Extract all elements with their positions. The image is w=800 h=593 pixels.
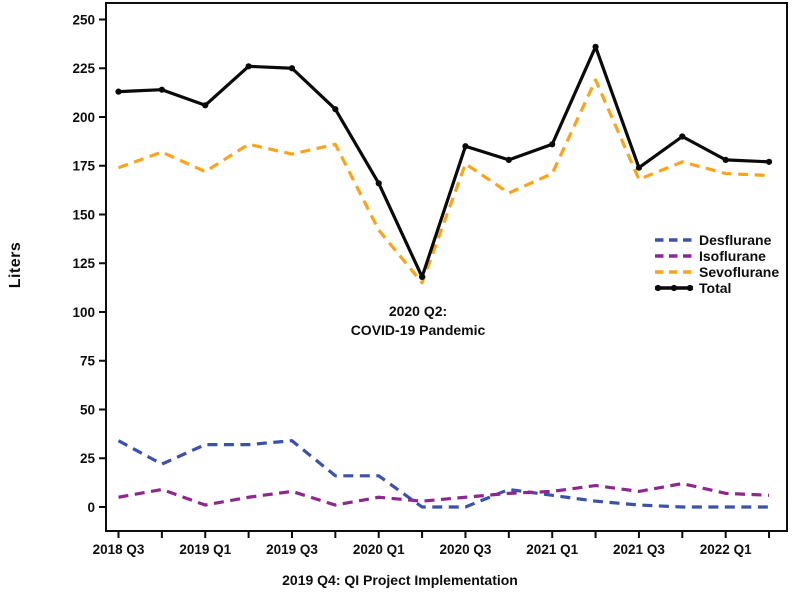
legend-label: Total — [699, 280, 732, 296]
data-point-marker — [418, 273, 426, 280]
data-point-marker — [549, 141, 556, 148]
y-tick-label: 175 — [72, 159, 95, 174]
data-point-marker — [462, 143, 469, 150]
data-point-marker — [245, 63, 252, 70]
legend-item-total: Total — [654, 280, 779, 296]
y-tick-label: 250 — [72, 12, 95, 27]
x-tick-label: 2022 Q1 — [700, 542, 752, 557]
y-tick-label: 100 — [72, 305, 95, 320]
data-point-marker — [635, 164, 643, 171]
legend-marker — [686, 284, 694, 292]
legend-marker — [654, 284, 662, 292]
x-tick-label: 2020 Q3 — [440, 542, 492, 557]
legend-swatch-sevoflurane — [655, 270, 693, 274]
data-point-marker — [158, 86, 165, 93]
annotation-line-2: COVID-19 Pandemic — [350, 322, 486, 338]
legend-swatch-total — [654, 284, 694, 292]
data-point-marker — [288, 65, 296, 72]
legend-label: Sevoflurane — [699, 264, 780, 280]
legend: Desflurane Isoflurane Sevoflurane Total — [654, 232, 779, 296]
x-tick-label: 2019 Q1 — [179, 542, 231, 557]
x-tick-label: 2018 Q3 — [93, 542, 145, 557]
data-point-marker — [332, 106, 339, 113]
annotation-line-1: 2020 Q2: — [388, 303, 448, 319]
data-point-marker — [679, 133, 686, 140]
plot-frame — [105, 2, 788, 532]
legend-swatch-desflurane — [655, 238, 693, 242]
x-axis-title: 2019 Q4: QI Project Implementation — [282, 572, 518, 588]
data-point-marker — [202, 102, 209, 109]
series-line-isoflurane — [118, 482, 770, 507]
legend-swatch-isoflurane — [655, 254, 693, 258]
y-tick-label: 50 — [80, 402, 95, 417]
y-tick-label: 25 — [80, 451, 96, 466]
x-tick-label: 2019 Q3 — [266, 542, 318, 557]
y-tick-label: 75 — [80, 354, 96, 369]
y-tick-label: 0 — [87, 500, 95, 515]
data-point-marker — [375, 180, 382, 187]
x-tick-label: 2020 Q1 — [353, 542, 405, 557]
y-tick-label: 200 — [72, 110, 95, 125]
x-tick-label: 2021 Q3 — [613, 542, 665, 557]
legend-item-desflurane: Desflurane — [654, 232, 779, 248]
y-axis-title: Liters — [7, 241, 24, 289]
legend-item-isoflurane: Isoflurane — [654, 248, 779, 264]
series-line-total — [118, 45, 770, 279]
y-tick-label: 125 — [72, 256, 95, 271]
y-tick-label: 225 — [72, 61, 95, 76]
data-point-marker — [505, 156, 512, 163]
data-point-marker — [115, 88, 122, 95]
y-tick-label: 150 — [72, 207, 95, 222]
data-point-marker — [722, 156, 729, 163]
legend-item-sevoflurane: Sevoflurane — [654, 264, 779, 280]
series-line-sevoflurane — [117, 78, 770, 285]
data-point-marker — [592, 43, 599, 50]
legend-marker — [670, 284, 678, 292]
data-point-marker — [765, 158, 773, 165]
legend-label: Isoflurane — [699, 248, 766, 264]
x-tick-label: 2021 Q1 — [526, 542, 578, 557]
covid-annotation: 2020 Q2: COVID-19 Pandemic — [308, 302, 528, 340]
series-line-desflurane — [117, 439, 770, 509]
legend-label: Desflurane — [699, 232, 772, 248]
